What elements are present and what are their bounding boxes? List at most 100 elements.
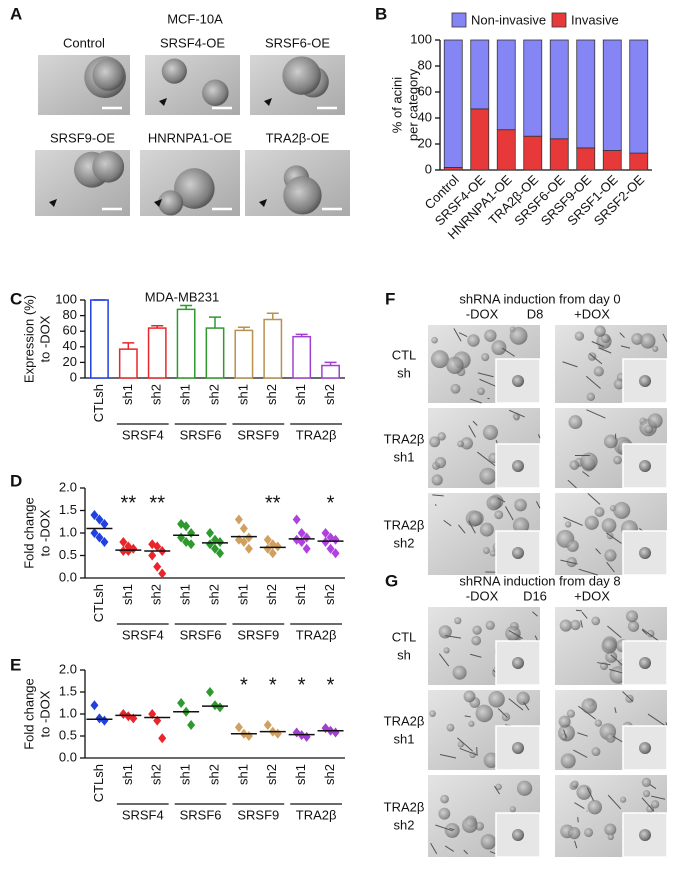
cell-cluster	[483, 752, 500, 768]
error-bar	[266, 312, 279, 320]
data-point	[234, 514, 243, 525]
y-tick-label: 2.0	[59, 661, 77, 676]
row-label: sh1	[394, 449, 415, 464]
cell-strand	[591, 341, 605, 348]
y-axis-label: to -DOX	[37, 315, 52, 362]
cell-cluster	[647, 413, 663, 429]
x-tick-label: sh2	[322, 764, 337, 785]
x-tick-label: sh2	[264, 584, 279, 605]
image-label: SRSF9-OE	[50, 130, 115, 145]
data-point	[263, 543, 272, 554]
cell-cluster	[516, 780, 533, 796]
x-tick-label: sh2	[264, 764, 279, 785]
cell-cluster	[605, 651, 618, 663]
inset-cluster	[639, 829, 651, 841]
data-point	[148, 709, 157, 719]
group-label: SRSF4	[122, 807, 164, 822]
inset-cluster	[512, 547, 524, 559]
cell-strand	[641, 628, 660, 642]
error-bar	[237, 326, 250, 331]
cell-cluster	[601, 518, 617, 533]
cell-cluster	[158, 190, 184, 216]
bar-segment	[470, 108, 490, 171]
cell-strand	[622, 691, 634, 702]
significance: *	[327, 674, 335, 696]
cell-cluster	[479, 467, 497, 485]
cell-strand	[607, 625, 622, 638]
cell-strand	[563, 729, 567, 738]
data-point	[244, 532, 253, 543]
cell-strand	[432, 494, 444, 497]
cell-cluster	[591, 747, 601, 757]
cell-strand	[537, 434, 541, 439]
data-point	[90, 510, 99, 520]
cell-strand	[453, 328, 462, 342]
cell-cluster	[430, 350, 449, 369]
y-tick-label: 1.0	[59, 705, 77, 720]
cell-cluster	[601, 638, 617, 654]
cell-cluster	[467, 334, 480, 347]
x-tick-label: sh1	[120, 384, 135, 405]
arrowhead	[264, 98, 272, 106]
image-label: SRSF4-OE	[160, 35, 225, 50]
data-point	[263, 720, 272, 730]
panel-label: D	[10, 471, 22, 490]
cell-strand	[562, 361, 578, 368]
group-label: SRSF4	[122, 427, 164, 442]
cell-strand	[501, 347, 515, 357]
cell-cluster	[438, 625, 452, 639]
cell-cluster	[434, 456, 447, 469]
cell-cluster	[607, 833, 614, 841]
cell-strand	[563, 516, 583, 526]
cell-strand	[463, 849, 469, 855]
group-label: SRSF6	[180, 807, 222, 822]
y-tick-label: 0.5	[59, 547, 77, 562]
image-label: HNRNPA1-OE	[148, 130, 233, 145]
cell-cluster	[586, 392, 596, 401]
cell-cluster	[584, 827, 594, 838]
y-tick-label: 80	[418, 57, 432, 72]
panel-title: shRNA induction from day 8	[459, 573, 620, 588]
cell-strand	[523, 701, 530, 711]
data-point	[321, 528, 330, 538]
cell-strand	[444, 845, 455, 852]
x-tick-label: sh1	[120, 764, 135, 785]
bar-segment	[602, 150, 622, 171]
row-label: TRA2β	[384, 713, 425, 728]
x-tick-label: sh1	[178, 584, 193, 605]
cell-cluster	[641, 777, 651, 787]
arrowhead	[159, 98, 167, 106]
bar	[234, 329, 254, 379]
data-point	[206, 539, 214, 550]
cell-strand	[497, 708, 508, 718]
cell-cluster	[468, 510, 484, 526]
cell-cluster	[283, 176, 322, 215]
cell-strand	[472, 420, 478, 426]
cell-cluster	[463, 690, 476, 703]
bar-segment	[549, 138, 569, 171]
cell-cluster	[446, 723, 455, 732]
cell-strand	[586, 787, 594, 801]
cell-strand	[439, 753, 457, 759]
data-point	[206, 687, 214, 697]
y-tick-label: 1.5	[59, 683, 77, 698]
error-bar	[209, 316, 221, 329]
cell-cluster	[92, 58, 125, 91]
cell-strand	[586, 409, 606, 419]
significance: *	[327, 492, 335, 514]
panel-label: A	[10, 4, 22, 23]
legend-label: Non-invasive	[471, 12, 546, 27]
data-point	[292, 514, 301, 525]
x-tick-label: sh2	[206, 584, 221, 605]
data-point	[206, 528, 214, 538]
y-tick-label: 20	[418, 135, 432, 150]
cell-strand	[619, 332, 625, 338]
group-label: TRA2β	[296, 807, 337, 822]
data-point	[331, 548, 340, 559]
x-tick-label: sh2	[206, 384, 221, 405]
cell-cluster	[566, 556, 577, 568]
arrowhead	[259, 199, 267, 207]
row-label: CTL	[392, 347, 417, 362]
data-point	[90, 528, 99, 538]
x-tick-label: sh1	[293, 584, 308, 605]
